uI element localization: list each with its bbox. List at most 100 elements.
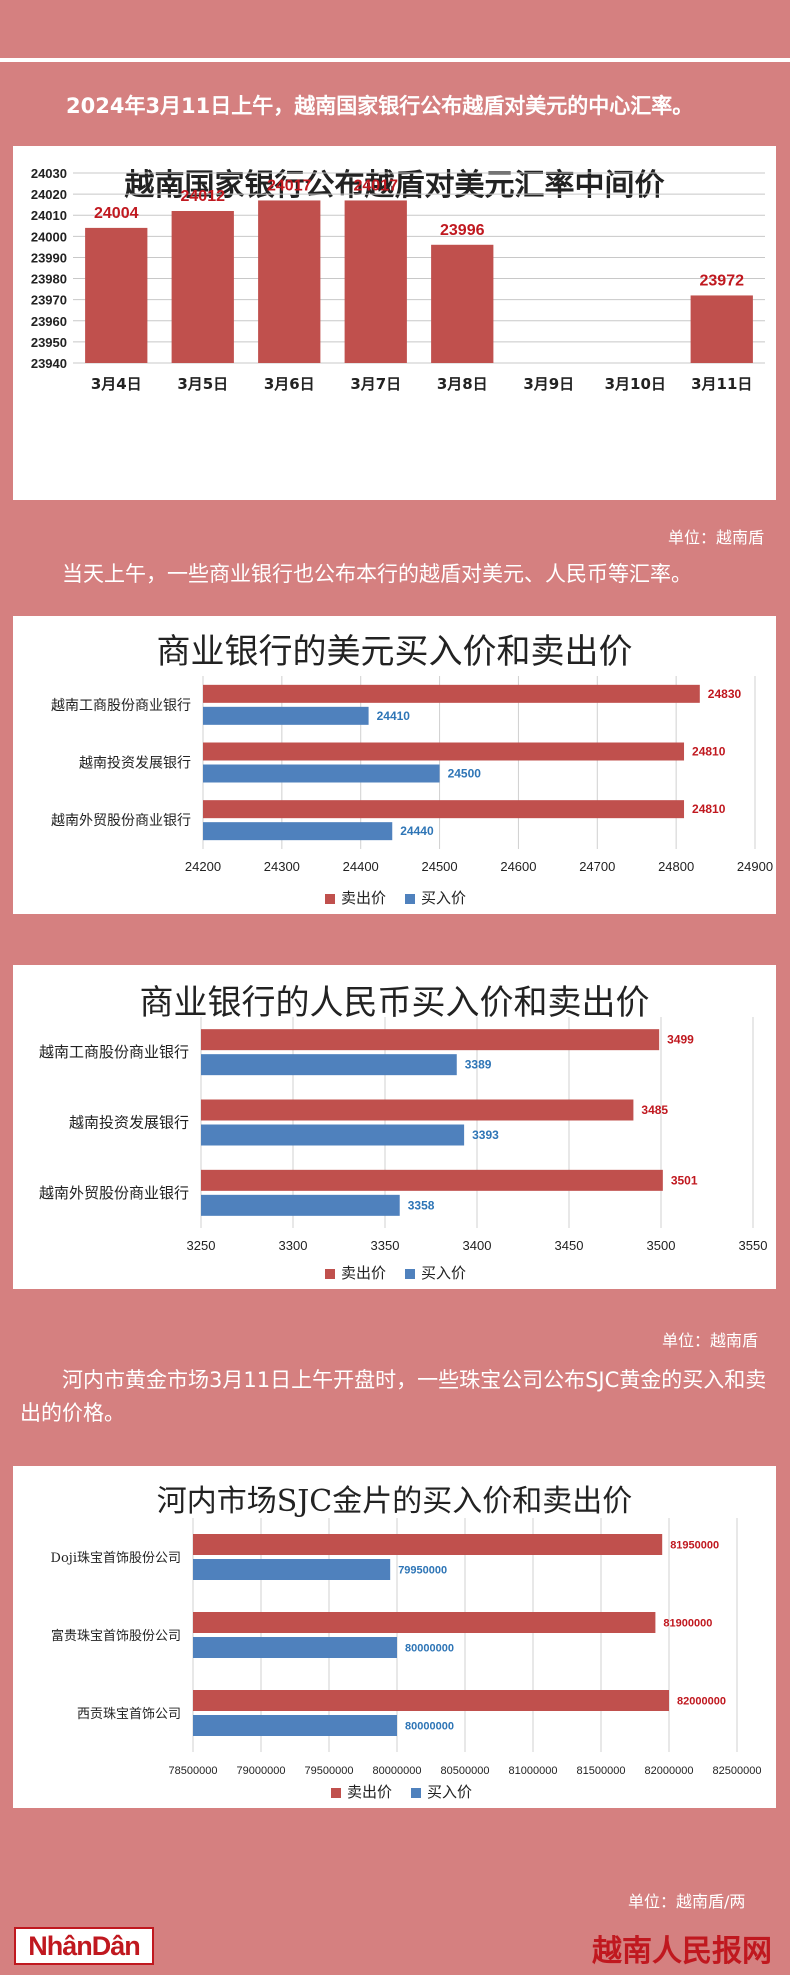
- x-tick-label: 80000000: [373, 1765, 422, 1777]
- buy-value-label: 24410: [377, 709, 411, 723]
- chart-panel-2: 商业银行的美元买入价和卖出价 24200 24300 24400 24500 24600…: [13, 616, 776, 914]
- legend-swatch-buy: [405, 894, 415, 904]
- y-tick-label: 24020: [31, 187, 67, 202]
- data-label: 23972: [700, 272, 745, 289]
- bar: [344, 200, 407, 363]
- x-tick-label: 24400: [343, 859, 379, 874]
- x-tick-label: 24600: [500, 859, 536, 874]
- chart-4-svg: 78500000 79000000 79500000 80000000 80500000…: [51, 1518, 761, 1801]
- sell-value-label: 24830: [708, 687, 742, 701]
- legend-label-buy: 买入价: [421, 889, 466, 907]
- data-label: 24017: [267, 177, 312, 194]
- x-tick-label: 3550: [739, 1238, 768, 1253]
- buy-value-label: 3389: [465, 1058, 492, 1072]
- buy-bar: [193, 1559, 391, 1580]
- x-tick-label: 3月10日: [605, 375, 666, 393]
- data-label: 23996: [440, 222, 485, 239]
- buy-value-label: 3393: [472, 1128, 499, 1142]
- sell-bar: [193, 1690, 669, 1711]
- x-tick-label: 78500000: [169, 1765, 218, 1777]
- x-tick-label: 3月5日: [177, 375, 228, 393]
- x-tick-label: 79000000: [237, 1765, 286, 1777]
- y-tick-label: 24000: [31, 229, 67, 244]
- legend-label-buy: 买入价: [427, 1783, 472, 1801]
- chart-title: 商业银行的人民币买入价和卖出价: [139, 983, 650, 1023]
- legend-swatch-sell: [325, 1269, 335, 1279]
- legend-label-sell: 卖出价: [341, 889, 386, 907]
- buy-value-label: 80000000: [405, 1643, 454, 1655]
- top-divider: [0, 58, 790, 62]
- bar: [171, 211, 234, 363]
- site-name-logo[interactable]: 越南人民报网: [592, 1934, 772, 1969]
- buy-bar: [193, 1715, 397, 1736]
- chart-panel-4: 河内市场SJC金片的买入价和卖出价 78500000 79000000 795000…: [13, 1466, 776, 1808]
- y-tick-label: 24010: [31, 208, 67, 223]
- y-tick-label: 23990: [31, 250, 67, 265]
- nhandan-logo[interactable]: NhânDân: [14, 1927, 154, 1965]
- x-tick-label: 24200: [185, 859, 221, 874]
- bar: [431, 244, 494, 363]
- x-tick-label: 80500000: [441, 1765, 490, 1777]
- category-label: 越南投资发展银行: [69, 1114, 189, 1132]
- data-label: 24004: [94, 205, 139, 222]
- buy-bar: [203, 706, 369, 725]
- buy-bar: [203, 822, 393, 841]
- category-label: 西贡珠宝首饰公司: [77, 1707, 181, 1722]
- buy-value-label: 79950000: [398, 1565, 447, 1577]
- chart-panel-1: 越南国家银行公布越盾对美元汇率中间价 24030 24020 24010 24000 2…: [13, 146, 776, 500]
- x-tick-label: 3400: [463, 1238, 492, 1253]
- x-tick-label: 3250: [187, 1238, 216, 1253]
- buy-value-label: 80000000: [405, 1721, 454, 1733]
- chart-2-svg: 24200 24300 24400 24500 24600 24700 24800 24900…: [51, 676, 773, 907]
- sell-value-label: 81900000: [663, 1618, 712, 1630]
- category-label: 越南外贸股份商业银行: [51, 813, 191, 829]
- x-tick-label: 24800: [658, 859, 694, 874]
- sell-bar: [201, 1099, 634, 1121]
- y-tick-label: 23940: [31, 356, 67, 371]
- sell-bar: [203, 742, 685, 761]
- x-tick-label: 3月7日: [350, 375, 401, 393]
- sell-bar: [193, 1534, 663, 1555]
- intro-paragraph-3: 河内市黄金市场3月11日上午开盘时，一些珠宝公司公布SJC黄金的买入和卖出的价格…: [20, 1368, 767, 1425]
- sell-value-label: 82000000: [677, 1696, 726, 1708]
- chart-3-svg: 3250 3300 3350 3400 3450 3500 3550 越南工商股份商业银行 34…: [39, 1017, 768, 1282]
- legend-label-sell: 卖出价: [347, 1783, 392, 1801]
- unit-label-1: 单位：越南盾: [668, 528, 765, 547]
- buy-value-label: 3358: [408, 1198, 435, 1212]
- legend-swatch-sell: [331, 1788, 341, 1798]
- x-tick-label: 24900: [737, 859, 773, 874]
- category-label: 富贵珠宝首饰股份公司: [51, 1628, 181, 1644]
- x-tick-label: 3300: [279, 1238, 308, 1253]
- category-label: Doji珠宝首饰股份公司: [51, 1551, 181, 1566]
- sell-value-label: 81950000: [670, 1540, 719, 1552]
- data-label: 24017: [354, 177, 399, 194]
- x-tick-label: 24300: [264, 859, 300, 874]
- x-tick-label: 3月8日: [437, 375, 488, 393]
- x-tick-label: 24700: [579, 859, 615, 874]
- y-tick-label: 23960: [31, 314, 67, 329]
- sell-bar: [193, 1612, 656, 1633]
- buy-bar: [201, 1194, 400, 1216]
- legend-label-buy: 买入价: [421, 1264, 466, 1282]
- bar: [85, 227, 148, 363]
- buy-value-label: 24440: [400, 824, 434, 838]
- y-tick-label: 23980: [31, 272, 67, 287]
- sell-bar: [203, 684, 700, 703]
- chart-title: 越南国家银行公布越盾对美元汇率中间价: [124, 168, 665, 203]
- category-label: 越南工商股份商业银行: [51, 698, 191, 714]
- x-tick-label: 3500: [647, 1238, 676, 1253]
- x-tick-label: 82000000: [645, 1765, 694, 1777]
- category-label: 越南外贸股份商业银行: [39, 1184, 189, 1202]
- x-tick-label: 81000000: [509, 1765, 558, 1777]
- legend-swatch-buy: [405, 1269, 415, 1279]
- category-label: 越南工商股份商业银行: [39, 1043, 189, 1061]
- sell-value-label: 3499: [667, 1033, 694, 1047]
- x-tick-label: 3350: [371, 1238, 400, 1253]
- sell-bar: [201, 1169, 663, 1191]
- buy-bar: [201, 1124, 465, 1146]
- sell-value-label: 24810: [692, 745, 726, 759]
- sell-bar: [201, 1029, 660, 1051]
- category-label: 越南投资发展银行: [79, 756, 191, 772]
- buy-bar: [201, 1054, 457, 1076]
- x-tick-label: 3月6日: [264, 375, 315, 393]
